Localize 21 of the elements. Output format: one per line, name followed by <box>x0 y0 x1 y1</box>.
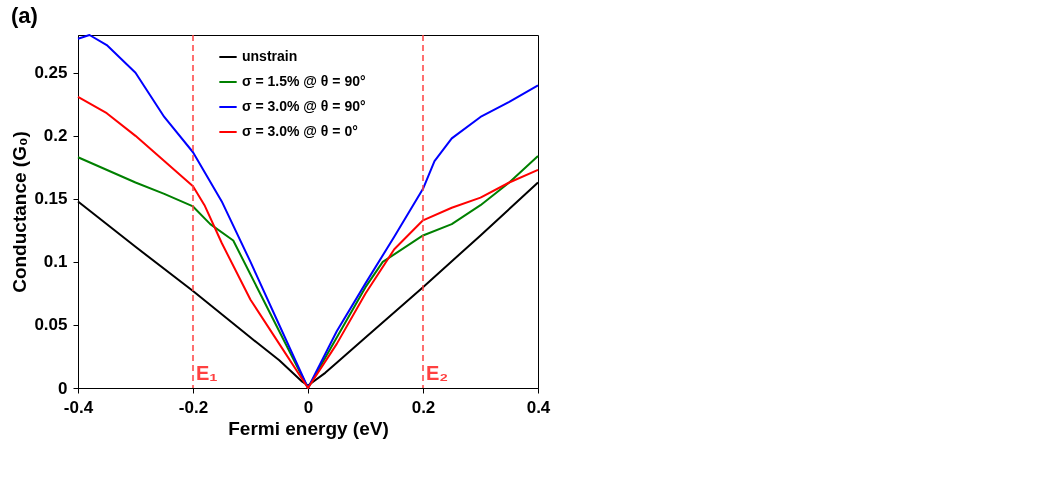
y-axis-title: Conductance (G₀) <box>9 131 31 293</box>
y-tick-label: 0.1 <box>43 252 68 272</box>
y-tick-label: 0.05 <box>34 315 68 335</box>
x-tick-label: 0.4 <box>526 397 551 417</box>
legend-label: unstrain <box>242 48 298 64</box>
y-tick-label: 0.15 <box>34 189 68 209</box>
y-tick-label: 0.25 <box>34 63 68 83</box>
legend-label: σ = 3.0% @ θ = 0° <box>242 123 358 139</box>
x-tick-label: 0 <box>303 397 314 417</box>
y-tick-label: 0.2 <box>43 126 68 146</box>
y-tick-label: 0 <box>58 378 68 398</box>
x-tick-label: 0.2 <box>411 397 436 417</box>
x-tick-label: -0.2 <box>178 397 209 417</box>
ref-line-label: E₁ <box>196 362 218 384</box>
legend-label: σ = 3.0% @ θ = 90° <box>242 98 366 114</box>
ref-line-label: E₂ <box>426 362 449 384</box>
x-axis-title: Fermi energy (eV) <box>228 417 389 439</box>
x-tick-label: -0.4 <box>63 397 94 417</box>
legend-label: σ = 1.5% @ θ = 90° <box>242 73 366 89</box>
chart-title: (a) <box>10 3 38 28</box>
line-series <box>77 95 539 389</box>
